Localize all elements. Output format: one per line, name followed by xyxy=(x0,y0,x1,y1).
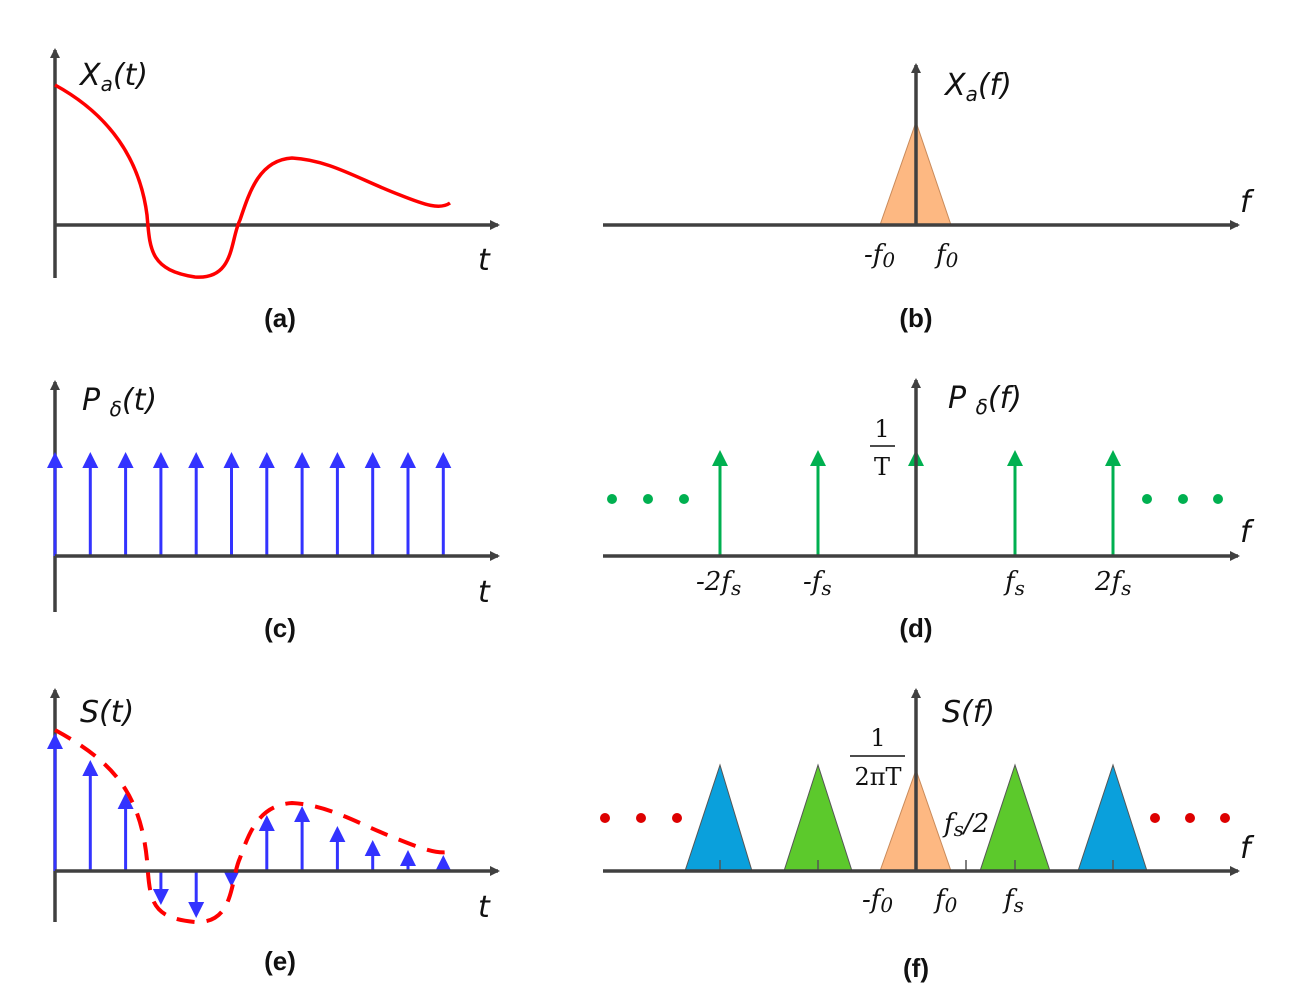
y-label: Xa(t) xyxy=(78,58,148,96)
panel-d: 1 T P δ(f) f -2fs -fs fs 2fs (d) xyxy=(603,378,1255,643)
impulse-arrowhead xyxy=(152,889,169,905)
tick-label: -f0 xyxy=(864,240,895,272)
x-label: f xyxy=(1240,185,1255,220)
height-denominator: T xyxy=(874,453,890,481)
impulse-arrowhead xyxy=(223,871,240,887)
impulse-arrowhead xyxy=(117,793,134,809)
tick-label: f0 xyxy=(934,240,959,272)
tick-label: f0 xyxy=(933,885,958,917)
impulse-arrowhead xyxy=(47,733,63,749)
x-label: f xyxy=(1240,831,1255,866)
tick-label: -fs xyxy=(803,567,832,600)
tick-label: fs xyxy=(1003,567,1025,600)
impulse-arrowhead xyxy=(82,760,99,776)
half-sampling-rate-label: fs/2 xyxy=(942,809,989,841)
ellipsis-dots-right xyxy=(1150,813,1230,823)
impulse-arrowhead xyxy=(810,450,826,466)
ellipsis-dots-right xyxy=(1142,494,1223,504)
image-spectrum-minus-fs xyxy=(783,763,853,872)
ellipsis-dots-left xyxy=(600,813,682,823)
impulse-arrowhead xyxy=(223,452,240,468)
impulse-arrowhead xyxy=(82,452,99,468)
impulse-arrowhead xyxy=(152,452,169,468)
image-spectrum-2fs xyxy=(1077,763,1148,872)
impulse-arrowhead xyxy=(435,855,452,871)
impulse-arrowhead xyxy=(294,452,311,468)
caption: (c) xyxy=(264,613,296,643)
y-label: P δ(f) xyxy=(948,381,1022,419)
y-label: S(t) xyxy=(80,695,134,730)
impulse-arrowhead xyxy=(1007,450,1023,466)
height-numerator: 1 xyxy=(874,415,889,443)
panel-e: S(t) t (e) xyxy=(47,688,500,976)
impulse-arrowhead xyxy=(188,452,205,468)
height-numerator: 1 xyxy=(870,724,885,752)
ellipsis-dots-left xyxy=(607,494,689,504)
panel-a: Xa(t) t (a) xyxy=(50,48,500,333)
x-label: f xyxy=(1240,515,1255,550)
x-label: t xyxy=(478,243,491,278)
impulse-arrowhead xyxy=(400,850,416,866)
impulse-arrowhead xyxy=(364,452,381,468)
tick-label: -f0 xyxy=(862,885,893,917)
caption: (f) xyxy=(903,953,929,983)
sampled-envelope-dashed xyxy=(54,728,454,925)
impulse-arrowhead xyxy=(294,806,311,822)
tick-label: 2fs xyxy=(1094,567,1131,600)
impulse-arrowhead xyxy=(364,840,381,856)
impulse-arrowhead xyxy=(188,902,205,918)
analog-signal-curve xyxy=(54,83,452,279)
panel-c: P δ(t) t (c) xyxy=(47,380,500,643)
x-label: t xyxy=(478,890,491,925)
panel-b: Xa(f) f -f0 f0 (b) xyxy=(603,63,1255,333)
impulse-arrowhead xyxy=(329,826,346,842)
y-label: P δ(t) xyxy=(82,383,157,421)
panel-f: 1 2πT S(f) f fs/2 -f0 f0 fs (f) xyxy=(600,688,1255,983)
y-label: S(f) xyxy=(942,695,995,730)
impulse-arrowhead xyxy=(258,452,275,468)
center-ticks xyxy=(719,860,1114,871)
height-denominator: 2πT xyxy=(854,763,901,791)
tick-label: fs xyxy=(1002,885,1024,917)
image-spectrum-minus-2fs xyxy=(684,763,753,872)
impulse-arrowhead xyxy=(1105,450,1121,466)
impulse-arrowhead xyxy=(435,452,452,468)
impulse-arrowhead xyxy=(258,815,275,831)
x-label: t xyxy=(478,575,491,610)
caption: (e) xyxy=(264,946,296,976)
caption: (b) xyxy=(899,303,932,333)
image-spectrum-fs xyxy=(979,763,1051,872)
impulse-arrowhead xyxy=(329,452,346,468)
impulse-arrowhead xyxy=(400,452,416,468)
impulse-arrowhead xyxy=(117,452,134,468)
caption: (a) xyxy=(264,303,296,333)
caption: (d) xyxy=(899,613,932,643)
tick-label: -2fs xyxy=(696,567,741,600)
impulse-arrowhead xyxy=(712,450,728,466)
y-label: Xa(f) xyxy=(943,68,1012,106)
impulse-arrowhead xyxy=(47,452,63,468)
